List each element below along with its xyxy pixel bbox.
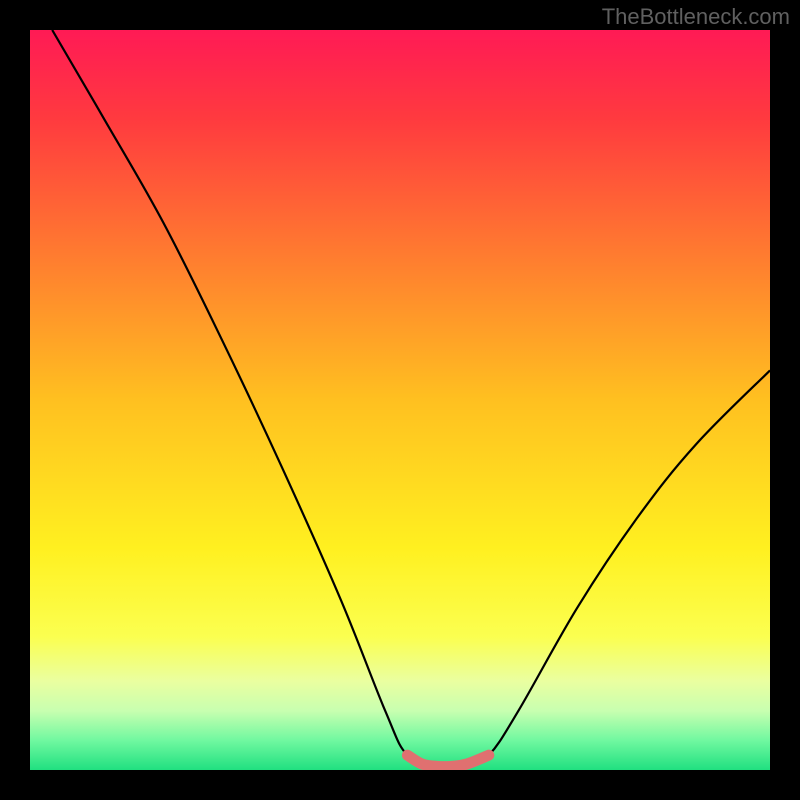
chart-canvas: TheBottleneck.com [0, 0, 800, 800]
attribution-text: TheBottleneck.com [602, 4, 790, 30]
gradient-background [30, 30, 770, 770]
bottleneck-curve-chart [0, 0, 800, 800]
